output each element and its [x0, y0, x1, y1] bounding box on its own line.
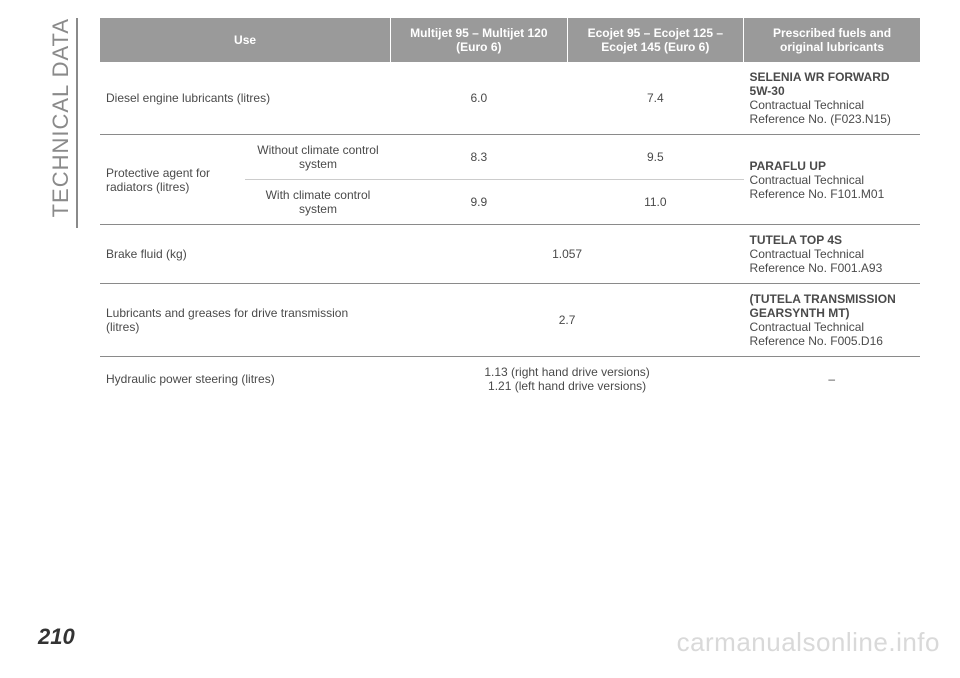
lub-name: TUTELA TOP 4S	[750, 233, 842, 247]
cell-value: 9.5	[567, 135, 743, 180]
lub-ref: Contractual Technical Reference No. F005…	[750, 320, 883, 348]
section-side-label: TECHNICAL DATA	[48, 18, 74, 217]
cell-label: Lubricants and greases for drive transmi…	[100, 284, 391, 357]
hydraulic-line1: 1.13 (right hand drive versions)	[484, 365, 649, 379]
table-row: Lubricants and greases for drive transmi…	[100, 284, 920, 357]
cell-value: 8.3	[391, 135, 567, 180]
cell-lubricant: TUTELA TOP 4S Contractual Technical Refe…	[744, 225, 920, 284]
table-row: Protective agent for radiators (litres) …	[100, 135, 920, 180]
lub-ref: Contractual Technical Reference No. F001…	[750, 247, 883, 275]
cell-value: 6.0	[391, 62, 567, 135]
watermark: carmanualsonline.info	[677, 627, 940, 658]
lub-name: (TUTELA TRANSMISSION GEARSYNTH MT)	[750, 292, 896, 320]
lub-name: PARAFLU UP	[750, 159, 826, 173]
table-row: Hydraulic power steering (litres) 1.13 (…	[100, 357, 920, 402]
lub-name: SELENIA WR FORWARD 5W-30	[750, 70, 890, 98]
header-use: Use	[100, 18, 391, 62]
table-container: Use Multijet 95 – Multijet 120 (Euro 6) …	[100, 18, 920, 401]
header-ecojet: Ecojet 95 – Ecojet 125 – Ecojet 145 (Eur…	[567, 18, 743, 62]
lub-ref: Contractual Technical Reference No. F101…	[750, 173, 885, 201]
fluids-table: Use Multijet 95 – Multijet 120 (Euro 6) …	[100, 18, 920, 401]
table-row: Brake fluid (kg) 1.057 TUTELA TOP 4S Con…	[100, 225, 920, 284]
cell-value: 7.4	[567, 62, 743, 135]
cell-value: 9.9	[391, 180, 567, 225]
cell-label: Protective agent for radiators (litres)	[100, 135, 245, 225]
cell-lubricant: SELENIA WR FORWARD 5W-30 Contractual Tec…	[744, 62, 920, 135]
page-number: 210	[38, 624, 75, 650]
lub-ref: Contractual Technical Reference No. (F02…	[750, 98, 891, 126]
header-multijet: Multijet 95 – Multijet 120 (Euro 6)	[391, 18, 567, 62]
table-row: Diesel engine lubricants (litres) 6.0 7.…	[100, 62, 920, 135]
cell-value: 2.7	[391, 284, 744, 357]
cell-value: 1.057	[391, 225, 744, 284]
side-divider	[76, 18, 78, 228]
cell-label: Hydraulic power steering (litres)	[100, 357, 391, 402]
cell-lubricant: PARAFLU UP Contractual Technical Referen…	[744, 135, 920, 225]
cell-sublabel: Without climate control system	[245, 135, 390, 180]
header-lubricants: Prescribed fuels and original lubricants	[744, 18, 920, 62]
cell-lubricant: –	[744, 357, 920, 402]
cell-lubricant: (TUTELA TRANSMISSION GEARSYNTH MT) Contr…	[744, 284, 920, 357]
cell-value: 11.0	[567, 180, 743, 225]
cell-value: 1.13 (right hand drive versions) 1.21 (l…	[391, 357, 744, 402]
cell-sublabel: With climate control system	[245, 180, 390, 225]
cell-label: Brake fluid (kg)	[100, 225, 391, 284]
cell-label: Diesel engine lubricants (litres)	[100, 62, 391, 135]
hydraulic-line2: 1.21 (left hand drive versions)	[488, 379, 646, 393]
